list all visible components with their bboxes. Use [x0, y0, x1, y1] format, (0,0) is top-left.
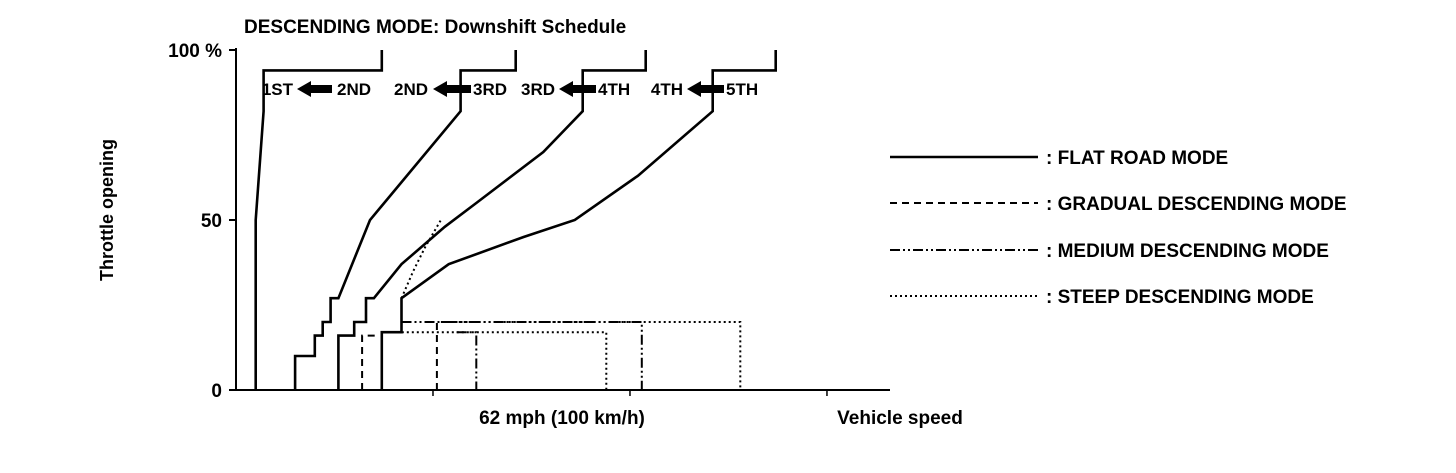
gear-shift-0: 1ST 2ND: [262, 80, 371, 99]
y-tick-label: 100 %: [168, 41, 222, 62]
series-dashed: [361, 321, 449, 390]
legend-item: : GRADUAL DESCENDING MODE: [890, 194, 1347, 215]
downshift-arrow-icon: [687, 81, 724, 97]
legend-item: : FLAT ROAD MODE: [890, 148, 1228, 169]
series-line: [381, 331, 608, 390]
x-reference-label: 62 mph (100 km/h): [479, 408, 645, 429]
series-line: [254, 50, 384, 390]
legend: : FLAT ROAD MODE : GRADUAL DESCENDING MOD…: [890, 148, 1347, 308]
downshift-arrow-icon: [297, 81, 332, 97]
series-dotted: [381, 219, 742, 390]
gear-label-from: 3RD: [473, 80, 507, 99]
gear-shift-2: 3RD 4TH: [521, 80, 630, 99]
series-solid: [254, 50, 778, 390]
gear-label-to: 2ND: [394, 80, 428, 99]
chart-title: DESCENDING MODE: Downshift Schedule: [244, 17, 626, 38]
legend-label: : FLAT ROAD MODE: [1046, 148, 1228, 169]
gear-shift-1: 2ND 3RD: [394, 80, 507, 99]
series-line: [400, 219, 442, 299]
legend-label: : STEEP DESCENDING MODE: [1046, 287, 1314, 308]
x-axis-label: Vehicle speed: [837, 408, 963, 429]
y-tick-label: 50: [201, 211, 222, 232]
series-layer: [254, 50, 778, 390]
series-line: [448, 321, 742, 390]
legend-item: : MEDIUM DESCENDING MODE: [890, 241, 1329, 262]
series-line: [435, 321, 449, 390]
downshift-arrow-icon: [433, 81, 471, 97]
series-line: [337, 50, 648, 390]
gear-label-from: 2ND: [337, 80, 371, 99]
axes: [235, 48, 890, 396]
gear-label-from: 4TH: [598, 80, 630, 99]
gear-label-from: 5TH: [726, 80, 758, 99]
y-axis-label: Throttle opening: [97, 139, 117, 281]
legend-label: : MEDIUM DESCENDING MODE: [1046, 241, 1329, 262]
series-line: [380, 50, 778, 390]
gear-label-to: 3RD: [521, 80, 555, 99]
gear-label-to: 1ST: [262, 80, 294, 99]
legend-label: : GRADUAL DESCENDING MODE: [1046, 194, 1347, 215]
y-tick-label: 0: [211, 381, 222, 402]
series-line: [401, 321, 643, 390]
downshift-arrow-icon: [559, 81, 596, 97]
gear-shift-3: 4TH 5TH: [651, 80, 758, 99]
y-ticks: 100 % 50 0: [168, 41, 236, 402]
gear-labels: 1ST 2ND 2ND 3RD 3RD 4TH 4TH 5TH: [262, 80, 758, 99]
series-line: [293, 50, 518, 390]
gear-label-to: 4TH: [651, 80, 683, 99]
legend-item: : STEEP DESCENDING MODE: [890, 287, 1314, 308]
series-line: [456, 331, 478, 390]
series-line: [361, 334, 378, 390]
